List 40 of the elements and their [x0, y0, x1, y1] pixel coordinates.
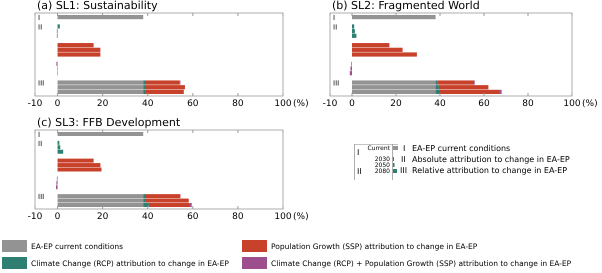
text: II	[357, 167, 362, 176]
text: III	[400, 166, 408, 175]
text: II	[401, 155, 406, 164]
bar	[352, 15, 436, 20]
x-tick-label: 40	[142, 99, 154, 109]
x-axis-title: (%)	[293, 99, 309, 109]
x-tick-label: 60	[478, 99, 490, 109]
x-axis-title: (%)	[582, 99, 598, 109]
x-tick-label: 80	[522, 99, 534, 109]
x-tick-label: 80	[232, 212, 244, 222]
x-tick-label: 20	[96, 99, 109, 109]
text: I	[403, 144, 406, 153]
text: Absolute attribution to change in EA-EP	[412, 155, 570, 164]
x-tick-label: -10	[322, 99, 338, 109]
x-tick-label: 20	[96, 212, 109, 222]
x-tick-label: 60	[187, 212, 199, 222]
x-tick-label: 0	[54, 99, 61, 109]
bar	[58, 194, 144, 198]
x-tick-label: 60	[187, 99, 199, 109]
x-tick-label: -10	[28, 212, 43, 222]
chart-title: (c) SL3: FFB Development	[37, 116, 181, 129]
text: I	[357, 148, 360, 157]
x-tick-label: 40	[434, 99, 446, 109]
x-tick-label: 100	[563, 99, 581, 109]
bar	[58, 15, 144, 20]
x-tick-label: 40	[142, 212, 154, 222]
x-tick-label: 0	[349, 99, 356, 109]
x-tick-label: 100	[274, 212, 292, 222]
x-axis-title: (%)	[293, 212, 309, 222]
text: EA-EP current conditions	[412, 144, 510, 153]
bar	[58, 132, 144, 136]
x-tick-label: 80	[232, 99, 244, 109]
chart-title: (b) SL2: Fragmented World	[332, 0, 480, 12]
x-tick-label: 100	[274, 99, 292, 109]
text: Relative attribution to change in EA-EP	[412, 166, 568, 175]
chart-title: (a) SL1: Sustainability	[37, 0, 158, 12]
bar	[58, 145, 60, 150]
x-tick-label: 20	[390, 99, 402, 109]
x-tick-label: -10	[28, 99, 43, 109]
x-tick-label: 0	[54, 212, 61, 222]
